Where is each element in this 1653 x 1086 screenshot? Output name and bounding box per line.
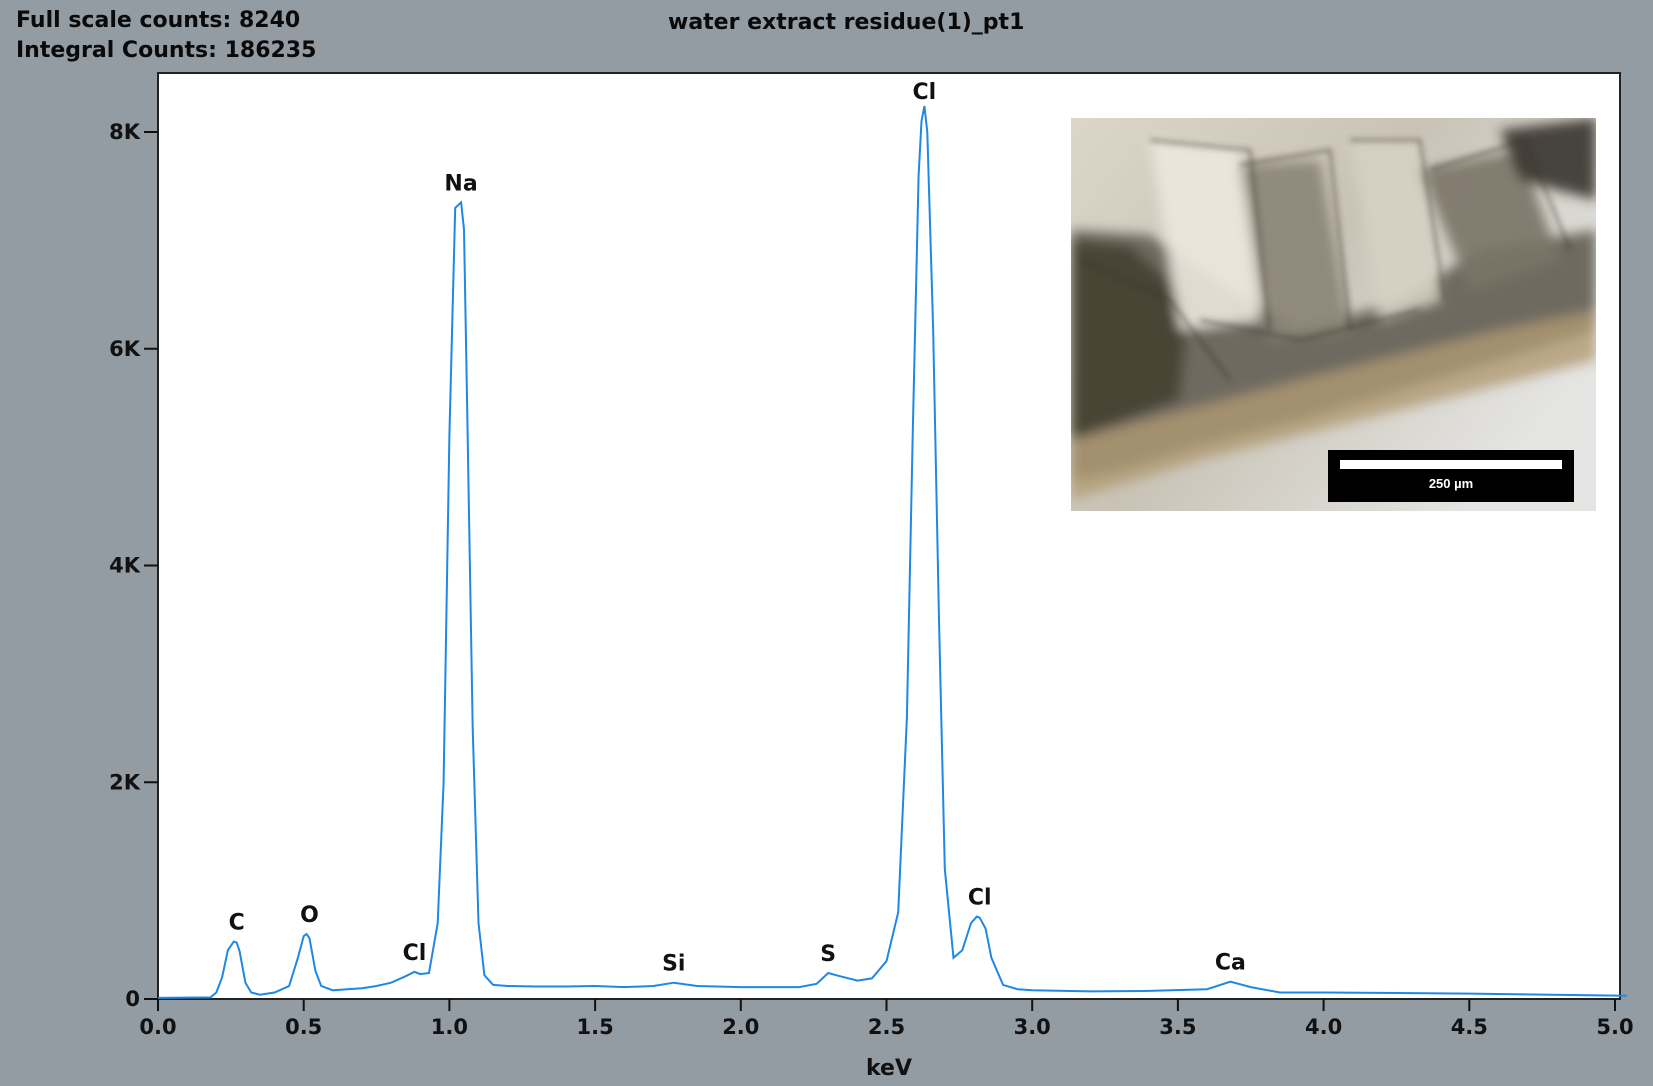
x-tick-label: 0.5 (285, 1015, 322, 1039)
peak-label: Cl (913, 80, 937, 105)
x-axis-title: keV (866, 1056, 912, 1081)
y-tick-label: 0 (125, 987, 140, 1011)
x-tick-label: 2.0 (722, 1015, 759, 1039)
x-tick-label: 3.5 (1159, 1015, 1196, 1039)
integral-counts: Integral Counts: 186235 (16, 38, 317, 63)
peak-label: Cl (403, 941, 427, 966)
y-tick-label: 4K (109, 554, 141, 578)
peak-label: Si (662, 952, 685, 977)
x-tick-label: 1.5 (576, 1015, 613, 1039)
spectrum-title: water extract residue(1)_pt1 (668, 10, 1025, 35)
peak-label: Ca (1215, 951, 1246, 976)
x-tick-label: 4.5 (1451, 1015, 1488, 1039)
y-tick-label: 2K (109, 770, 141, 794)
peak-label: S (820, 942, 836, 967)
peak-label: O (300, 903, 319, 928)
x-tick-label: 1.0 (431, 1015, 468, 1039)
x-tick-label: 0.0 (139, 1015, 176, 1039)
x-tick-label: 3.0 (1014, 1015, 1051, 1039)
peak-label: Cl (968, 886, 992, 911)
peak-label: C (229, 911, 245, 936)
spectrum-line (157, 105, 1627, 999)
peak-labels: C O Cl Na Si S Cl Cl Ca (229, 80, 1246, 977)
peak-label: Na (444, 171, 477, 196)
x-tick-label: 4.0 (1305, 1015, 1342, 1039)
y-tick-label: 6K (109, 337, 141, 361)
x-tick-label: 5.0 (1596, 1015, 1633, 1039)
full-scale-counts: Full scale counts: 8240 (16, 8, 301, 33)
scale-bar-label: 250 µm (1429, 476, 1473, 491)
micrograph-inset: 250 µm (1071, 118, 1596, 511)
x-axis: 0.0 0.5 1.0 1.5 2.0 2.5 3.0 3.5 4.0 4.5 5.0 (139, 999, 1634, 1039)
x-tick-label: 2.5 (868, 1015, 905, 1039)
y-tick-label: 8K (109, 120, 141, 144)
y-axis: 0 2K 4K 6K 8K (109, 120, 158, 1011)
